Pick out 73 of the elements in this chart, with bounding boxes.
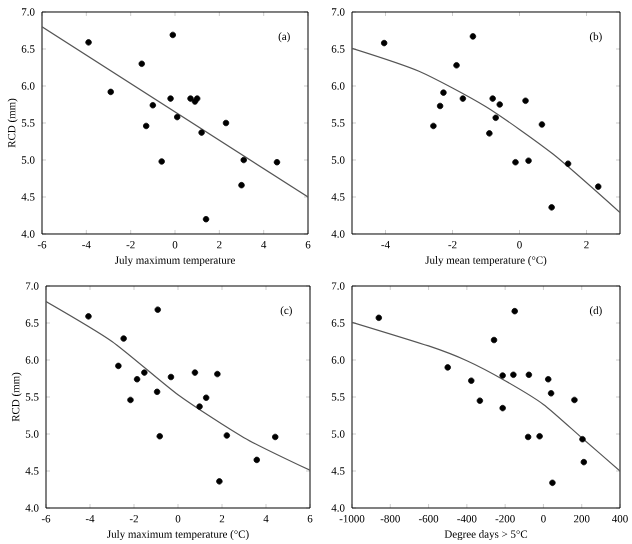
point [512, 159, 519, 166]
line-series [46, 300, 310, 471]
point [469, 33, 477, 40]
point [222, 119, 230, 127]
point [511, 307, 518, 315]
point [476, 397, 484, 404]
point [548, 204, 555, 211]
point [214, 370, 221, 378]
point [141, 369, 148, 376]
line-series [352, 47, 620, 214]
point [375, 314, 382, 322]
point [489, 95, 496, 102]
point [496, 101, 503, 108]
point [490, 336, 498, 344]
point [468, 377, 475, 384]
point [545, 376, 552, 383]
point [149, 102, 157, 109]
point [524, 433, 532, 441]
point [510, 371, 517, 378]
point [538, 121, 546, 128]
point [156, 433, 163, 440]
point [522, 97, 529, 104]
point [571, 396, 578, 404]
point [272, 433, 279, 441]
point [85, 39, 92, 46]
point [127, 396, 134, 404]
point [525, 371, 533, 378]
line-series [352, 321, 621, 472]
point [167, 95, 174, 102]
point [436, 102, 444, 110]
point [191, 369, 199, 376]
point [253, 456, 260, 464]
point [154, 306, 161, 313]
point [536, 433, 543, 440]
point [198, 129, 205, 136]
point [595, 183, 602, 190]
point [202, 216, 210, 223]
point [196, 403, 203, 410]
point [216, 478, 223, 485]
point [142, 122, 150, 130]
point [223, 432, 231, 439]
point [525, 157, 532, 164]
point [549, 479, 556, 487]
point [453, 62, 460, 69]
point [120, 335, 127, 342]
point [238, 181, 245, 189]
point [547, 390, 555, 397]
point [430, 122, 437, 130]
point [167, 373, 175, 381]
point [486, 130, 493, 137]
point [459, 95, 467, 102]
point [107, 88, 114, 96]
point [138, 60, 145, 67]
point [580, 458, 588, 466]
point [158, 158, 165, 165]
point [202, 394, 210, 401]
point [492, 114, 499, 122]
point [85, 313, 92, 320]
point [169, 31, 176, 39]
point [174, 113, 181, 121]
point [499, 372, 506, 379]
point [273, 159, 281, 166]
point [115, 362, 122, 370]
point [187, 95, 194, 102]
point [240, 156, 247, 164]
point [499, 404, 506, 412]
point [133, 376, 141, 383]
point [564, 160, 572, 167]
point [153, 388, 161, 396]
point [380, 39, 388, 47]
point [440, 89, 447, 96]
point [444, 364, 451, 371]
point [579, 435, 586, 443]
